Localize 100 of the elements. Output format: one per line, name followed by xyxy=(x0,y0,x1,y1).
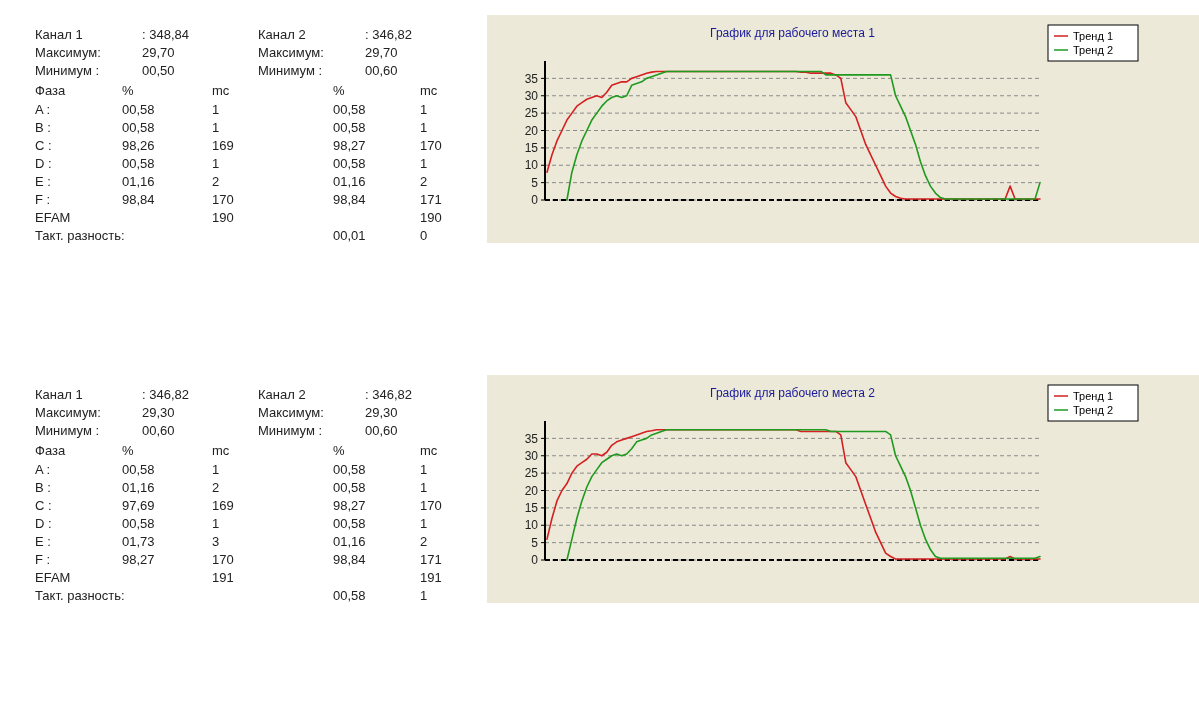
text: 00,60 xyxy=(365,63,398,78)
text: 190 xyxy=(420,210,442,225)
text: 29,30 xyxy=(142,405,175,420)
text: Минимум : xyxy=(258,423,323,438)
y-tick-label: 25 xyxy=(524,106,539,121)
text: Такт. разность: xyxy=(35,588,125,603)
text: : 346,82 xyxy=(365,27,412,42)
text: Канал 2 xyxy=(258,387,306,402)
text: mc xyxy=(420,443,438,458)
text: 1 xyxy=(420,516,428,531)
text: 00,50 xyxy=(142,63,175,78)
text: 00,58 xyxy=(333,120,366,135)
chart-title: График для рабочего места 2 xyxy=(710,386,876,400)
chart-title: График для рабочего места 1 xyxy=(710,26,876,40)
text: 2 xyxy=(212,480,220,495)
text: 00,58 xyxy=(122,516,155,531)
y-tick-label: 35 xyxy=(524,71,539,86)
text: C : xyxy=(35,138,52,153)
text: Минимум : xyxy=(258,63,323,78)
text: Максимум: xyxy=(35,45,101,60)
text: 98,27 xyxy=(333,498,366,513)
text: % xyxy=(122,83,134,98)
text: : 348,84 xyxy=(142,27,189,42)
legend-label: Тренд 1 xyxy=(1073,389,1114,402)
text: C : xyxy=(35,498,52,513)
text: 3 xyxy=(212,534,220,549)
text: 00,58 xyxy=(333,102,366,117)
text: 2 xyxy=(420,174,428,189)
y-tick-label: 30 xyxy=(524,448,539,463)
text: 1 xyxy=(420,462,428,477)
text: Максимум: xyxy=(258,405,324,420)
text: 00,58 xyxy=(122,120,155,135)
text: EFAM xyxy=(35,570,71,585)
text: 98,84 xyxy=(333,192,366,207)
text: 00,58 xyxy=(122,462,155,477)
text: A : xyxy=(35,102,51,117)
text: 1 xyxy=(420,480,428,495)
text: 1 xyxy=(420,588,428,603)
text: 1 xyxy=(420,102,428,117)
text: : 346,82 xyxy=(365,387,412,402)
text: 00,60 xyxy=(142,423,175,438)
y-tick-label: 10 xyxy=(524,158,539,173)
text: 170 xyxy=(420,138,442,153)
text: 1 xyxy=(212,120,220,135)
y-tick-label: 0 xyxy=(531,553,539,568)
text: 1 xyxy=(212,462,220,477)
text: mc xyxy=(420,83,438,98)
text: % xyxy=(333,83,345,98)
text: 00,01 xyxy=(333,228,366,243)
text: Минимум : xyxy=(35,63,100,78)
text: % xyxy=(333,443,345,458)
legend-label: Тренд 1 xyxy=(1073,29,1114,42)
text: 1 xyxy=(212,156,220,171)
y-tick-label: 10 xyxy=(524,518,539,533)
text: 1 xyxy=(420,156,428,171)
text: 98,84 xyxy=(333,552,366,567)
text: 29,70 xyxy=(365,45,398,60)
text: F : xyxy=(35,192,51,207)
text: 170 xyxy=(212,192,234,207)
text: B : xyxy=(35,480,51,495)
text: E : xyxy=(35,174,51,189)
text: F : xyxy=(35,552,51,567)
text: B : xyxy=(35,120,51,135)
text: 2 xyxy=(420,534,428,549)
text: 29,70 xyxy=(142,45,175,60)
text: 01,16 xyxy=(333,174,366,189)
text: Такт. разность: xyxy=(35,228,125,243)
text: 00,60 xyxy=(365,423,398,438)
text: 1 xyxy=(212,102,220,117)
text: 01,16 xyxy=(122,174,155,189)
text: 171 xyxy=(420,192,442,207)
text: 190 xyxy=(212,210,234,225)
y-tick-label: 15 xyxy=(524,141,539,156)
y-tick-label: 35 xyxy=(524,431,539,446)
text: 00,58 xyxy=(333,480,366,495)
text: 29,30 xyxy=(365,405,398,420)
text: mc xyxy=(212,443,230,458)
legend-label: Тренд 2 xyxy=(1073,43,1114,56)
text: 97,69 xyxy=(122,498,155,513)
text: 00,58 xyxy=(333,516,366,531)
text: 98,27 xyxy=(333,138,366,153)
text: 0 xyxy=(420,228,428,243)
text: 00,58 xyxy=(333,156,366,171)
text: 1 xyxy=(420,120,428,135)
y-tick-label: 30 xyxy=(524,88,539,103)
text: 01,73 xyxy=(122,534,155,549)
text: A : xyxy=(35,462,51,477)
y-tick-label: 5 xyxy=(531,535,539,550)
text: D : xyxy=(35,156,52,171)
y-tick-label: 20 xyxy=(524,123,539,138)
text: 170 xyxy=(420,498,442,513)
text: Максимум: xyxy=(35,405,101,420)
text: EFAM xyxy=(35,210,71,225)
text: Максимум: xyxy=(258,45,324,60)
text: 1 xyxy=(212,516,220,531)
y-tick-label: 5 xyxy=(531,175,539,190)
text: 170 xyxy=(212,552,234,567)
legend-label: Тренд 2 xyxy=(1073,403,1114,416)
text: mc xyxy=(212,83,230,98)
text: 98,27 xyxy=(122,552,155,567)
